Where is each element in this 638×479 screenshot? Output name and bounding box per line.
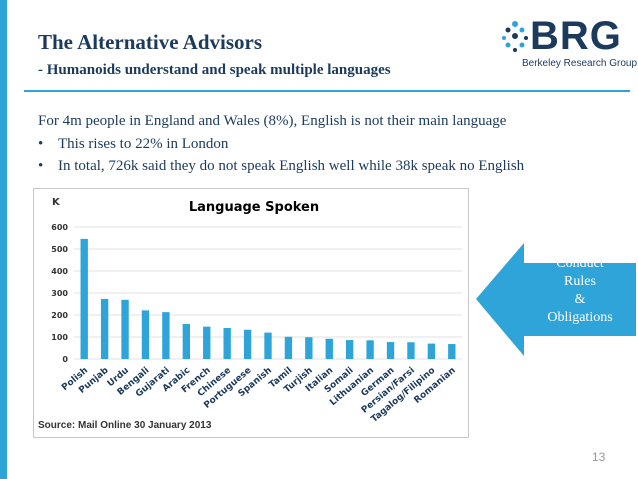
logo-tagline: Berkeley Research Group: [522, 58, 638, 69]
y-axis-label: K: [52, 197, 61, 208]
bar: [284, 336, 293, 359]
intro-text: For 4m people in England and Wales (8%),…: [38, 113, 507, 129]
bullet-glyph: •: [38, 136, 44, 152]
bar: [386, 342, 395, 359]
bullet-item: • This rises to 22% in London: [38, 136, 228, 153]
language-chart: Language Spoken K 0 100 200 300 400 500 600 Polis…: [33, 188, 469, 438]
callout-line: Rules: [564, 274, 596, 289]
y-tick-label: 500: [51, 245, 68, 254]
bar: [162, 312, 170, 359]
slide-title: The Alternative Advisors: [38, 30, 262, 54]
callout-arrow: [476, 243, 636, 356]
callout-line: &: [574, 292, 586, 307]
chart-svg: Language SpokenK0100200300400500600Polis…: [51, 197, 462, 425]
bar: [427, 343, 436, 359]
bar: [264, 332, 272, 359]
bar: [448, 344, 456, 359]
y-tick-label: 200: [51, 311, 68, 320]
callout-text: Conduct Rules & Obligations: [535, 255, 625, 327]
logo-dots-icon: [502, 21, 528, 52]
chart-source: Source: Mail Online 30 January 2013: [38, 420, 212, 431]
brg-logo: BRG Berkeley Research Group: [500, 14, 637, 74]
bullet-text: This rises to 22% in London: [58, 136, 229, 152]
y-tick-label: 100: [51, 333, 68, 342]
bar: [80, 238, 88, 359]
slide-subtitle: - Humanoids understand and speak multipl…: [38, 62, 391, 78]
page-number: 13: [592, 450, 606, 464]
bullet-item: • In total, 726k said they do not speak E…: [38, 158, 524, 175]
y-tick-label: 400: [51, 267, 68, 276]
bar: [407, 342, 415, 359]
y-tick-label: 600: [51, 223, 68, 232]
bullet-glyph: •: [38, 158, 44, 174]
left-accent-bar: [0, 0, 7, 479]
y-tick-label: 0: [62, 355, 68, 364]
bar: [121, 299, 129, 359]
callout-line: Obligations: [547, 310, 613, 325]
bar: [346, 340, 354, 359]
bar: [141, 310, 150, 359]
bullet-text: In total, 726k said they do not speak En…: [58, 158, 525, 174]
bar: [243, 329, 252, 359]
bar: [203, 326, 211, 359]
y-tick-label: 300: [51, 289, 68, 298]
bar: [366, 340, 374, 359]
bar: [100, 298, 109, 359]
bar: [223, 327, 231, 359]
chart-title: Language Spoken: [189, 200, 319, 215]
callout-line: Conduct: [556, 256, 604, 271]
title-divider: [24, 90, 630, 92]
bar: [305, 337, 313, 359]
bar: [325, 338, 333, 359]
logo-brand: BRG: [530, 14, 622, 58]
bar: [182, 324, 190, 359]
